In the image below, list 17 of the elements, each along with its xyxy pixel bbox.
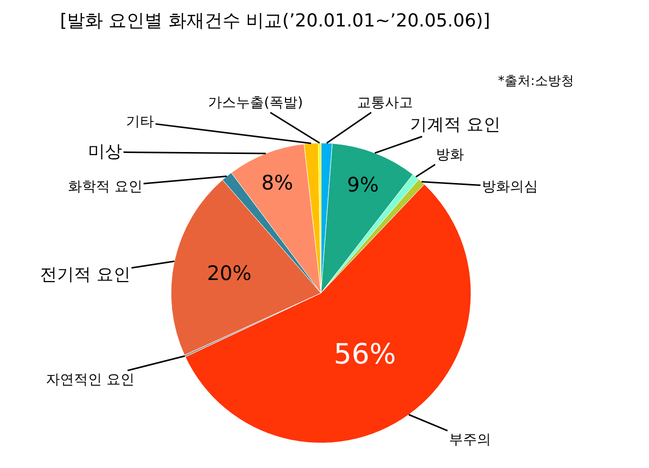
slice-label: 방화 <box>436 147 464 163</box>
data-label: 9% <box>346 172 379 196</box>
slice-label: 전기적 요인 <box>40 265 130 285</box>
data-label: 20% <box>207 261 252 286</box>
slice-label: 기타 <box>126 114 154 130</box>
data-label: 56% <box>334 337 396 370</box>
slice-label: 가스누출(폭발) <box>208 95 303 111</box>
text: *출처:소방청 <box>498 74 574 89</box>
slice-label: 화학적 요인 <box>68 179 142 195</box>
slice-label: 부주의 <box>449 432 491 448</box>
slice-label: 방화의심 <box>482 179 538 195</box>
data-label: 8% <box>261 170 294 194</box>
chart-title: [발화 요인별 화재건수 비교(’20.01.01~’20.05.06)] <box>60 10 490 32</box>
slice-label: 미상 <box>88 142 122 162</box>
slice-label: 교통사고 <box>357 95 413 111</box>
slice-label: 기계적 요인 <box>410 115 500 135</box>
slice-label: 자연적인 요인 <box>46 372 134 388</box>
